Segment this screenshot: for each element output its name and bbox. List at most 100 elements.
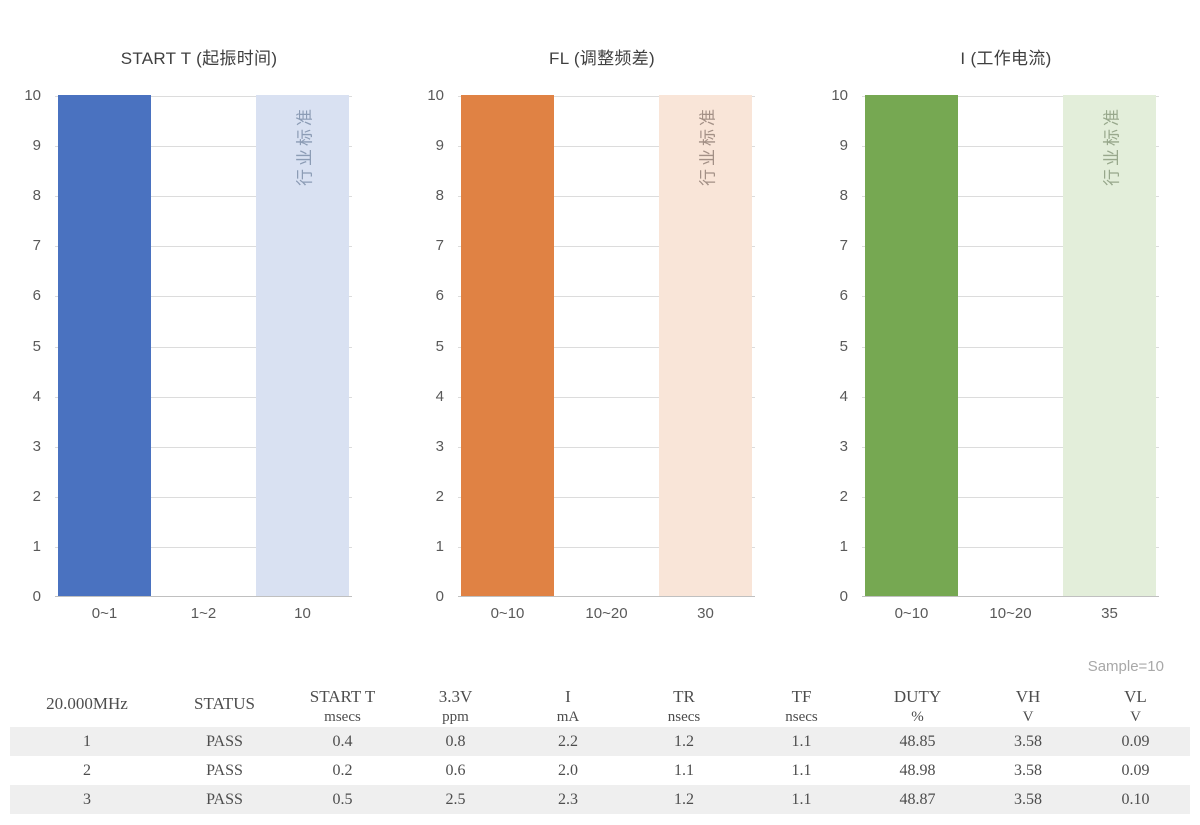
- gridline: [862, 396, 1159, 398]
- gridline: [862, 296, 1159, 298]
- results-table: 20.000MHz STATUS START T 3.3V I TR TF DUTY VH VL m…: [10, 681, 1190, 814]
- x-category-label: 35: [1101, 605, 1118, 622]
- y-tick-label: 1: [32, 537, 41, 555]
- y-tick-label: 8: [32, 187, 41, 205]
- cell-status: PASS: [206, 761, 243, 779]
- chart-3: I (工作电流) 0 1 2 3 4 5 6 7 8 9 10 0~10 10~20 35 行业标准: [807, 0, 1200, 645]
- column-unit: nsecs: [785, 708, 818, 725]
- x-category-label: 0~10: [490, 605, 525, 622]
- bar-0~10: [461, 95, 554, 596]
- gridline: [55, 246, 352, 248]
- gridline: [55, 496, 352, 498]
- column-header: TR: [673, 687, 695, 706]
- y-tick-label: 9: [839, 137, 848, 155]
- gridline: [55, 446, 352, 448]
- cell-tr: 1.2: [674, 732, 694, 750]
- cell-20-000mhz: 2: [83, 761, 91, 779]
- column-header: 3.3V: [438, 687, 473, 706]
- y-tick-label: 0: [435, 588, 444, 605]
- column-unit: %: [911, 708, 924, 725]
- column-header: TF: [791, 687, 812, 706]
- bar-0~1: [58, 95, 151, 596]
- cell-status: PASS: [206, 732, 243, 750]
- x-category-label: 1~2: [190, 605, 217, 622]
- cell-vl: 0.09: [1121, 732, 1150, 750]
- cell-start-t: 0.2: [332, 761, 353, 779]
- column-header: I: [565, 687, 571, 706]
- gridline: [458, 496, 755, 498]
- gridline: [55, 296, 352, 298]
- gridline: [458, 96, 755, 97]
- cell-i: 2.0: [558, 761, 578, 779]
- cell-20-000mhz: 3: [83, 790, 91, 808]
- plot-area: 0 1 2 3 4 5 6 7 8 9 10 0~10 10~20 30 行业标准: [427, 87, 755, 622]
- column-unit: ppm: [442, 708, 469, 725]
- gridline: [458, 446, 755, 448]
- x-category-label: 10~20: [585, 605, 628, 622]
- gridline: [458, 296, 755, 298]
- cell-vl: 0.09: [1121, 761, 1150, 779]
- column-unit: mA: [556, 708, 580, 725]
- gridline: [862, 546, 1159, 548]
- y-tick-label: 5: [32, 337, 41, 355]
- y-tick-label: 10: [831, 87, 848, 104]
- y-tick-label: 10: [24, 87, 41, 104]
- gridline: [862, 96, 1159, 97]
- gridline: [55, 96, 352, 97]
- y-tick-label: 7: [32, 237, 41, 255]
- gridline: [458, 196, 755, 198]
- x-category-label: 30: [697, 605, 714, 622]
- table-row: 3 PASS 0.5 2.5 2.3 1.2 1.1 48.87 3.58 0.10: [10, 785, 1190, 814]
- cell-vh: 3.58: [1014, 790, 1042, 808]
- y-tick-label: 3: [839, 437, 848, 455]
- y-tick-label: 2: [32, 487, 41, 505]
- column-header: STATUS: [194, 694, 255, 713]
- column-header: START T: [309, 687, 376, 706]
- cell-i: 2.3: [558, 790, 578, 808]
- gridline: [862, 246, 1159, 248]
- cell-duty: 48.98: [899, 761, 936, 779]
- cell-i: 2.2: [558, 732, 578, 750]
- column-header: 20.000MHz: [46, 694, 128, 713]
- cell-vh: 3.58: [1014, 761, 1042, 779]
- cell-start-t: 0.5: [332, 790, 353, 808]
- y-tick-label: 1: [839, 537, 848, 555]
- gridline: [862, 196, 1159, 198]
- bar-10: [256, 95, 349, 596]
- column-unit: V: [1130, 708, 1141, 725]
- gridline: [55, 196, 352, 198]
- sample-size-note: Sample=10: [1087, 658, 1164, 675]
- x-category-label: 10~20: [989, 605, 1032, 622]
- y-tick-label: 2: [435, 487, 444, 505]
- chart-title: I (工作电流): [960, 49, 1052, 68]
- y-tick-label: 3: [32, 437, 41, 455]
- cell-duty: 48.87: [899, 790, 936, 808]
- gridline: [862, 496, 1159, 498]
- header-name-row: 20.000MHz STATUS START T 3.3V I TR TF DUTY VH VL: [10, 681, 1190, 713]
- y-tick-label: 10: [427, 87, 444, 104]
- y-tick-label: 9: [32, 137, 41, 155]
- gridline: [458, 346, 755, 348]
- plot-area: 0 1 2 3 4 5 6 7 8 9 10 0~1 1~2 10 行业标准: [24, 87, 352, 622]
- y-tick-label: 6: [32, 287, 41, 305]
- cell-20-000mhz: 1: [83, 732, 91, 750]
- bar-35: [1063, 95, 1156, 596]
- y-tick-label: 3: [435, 437, 444, 455]
- plot-area: 0 1 2 3 4 5 6 7 8 9 10 0~10 10~20 35 行业标准: [831, 87, 1159, 622]
- y-tick-label: 4: [32, 387, 41, 405]
- charts-row: START T (起振时间) 0 1 2 3 4 5 6 7 8 9 10 0~1 1~2 10 行业标准 FL…: [24, 0, 1200, 645]
- cell-tr: 1.1: [674, 761, 694, 779]
- y-tick-label: 7: [435, 237, 444, 255]
- x-category-label: 10: [294, 605, 311, 622]
- chart-title: FL (调整频差): [549, 49, 655, 68]
- cell-start-t: 0.4: [332, 732, 353, 750]
- cell-tf: 1.1: [791, 732, 812, 750]
- chart-title: START T (起振时间): [120, 49, 278, 68]
- column-unit: msecs: [324, 708, 361, 725]
- y-tick-label: 1: [435, 537, 444, 555]
- cell-duty: 48.85: [899, 732, 936, 750]
- cell-3-3v: 0.8: [445, 732, 466, 750]
- gridline: [55, 396, 352, 398]
- table-body: 1 PASS 0.4 0.8 2.2 1.2 1.1 48.85 3.58 0.09 2 PASS 0.…: [10, 727, 1190, 814]
- bar-0~10: [865, 95, 958, 596]
